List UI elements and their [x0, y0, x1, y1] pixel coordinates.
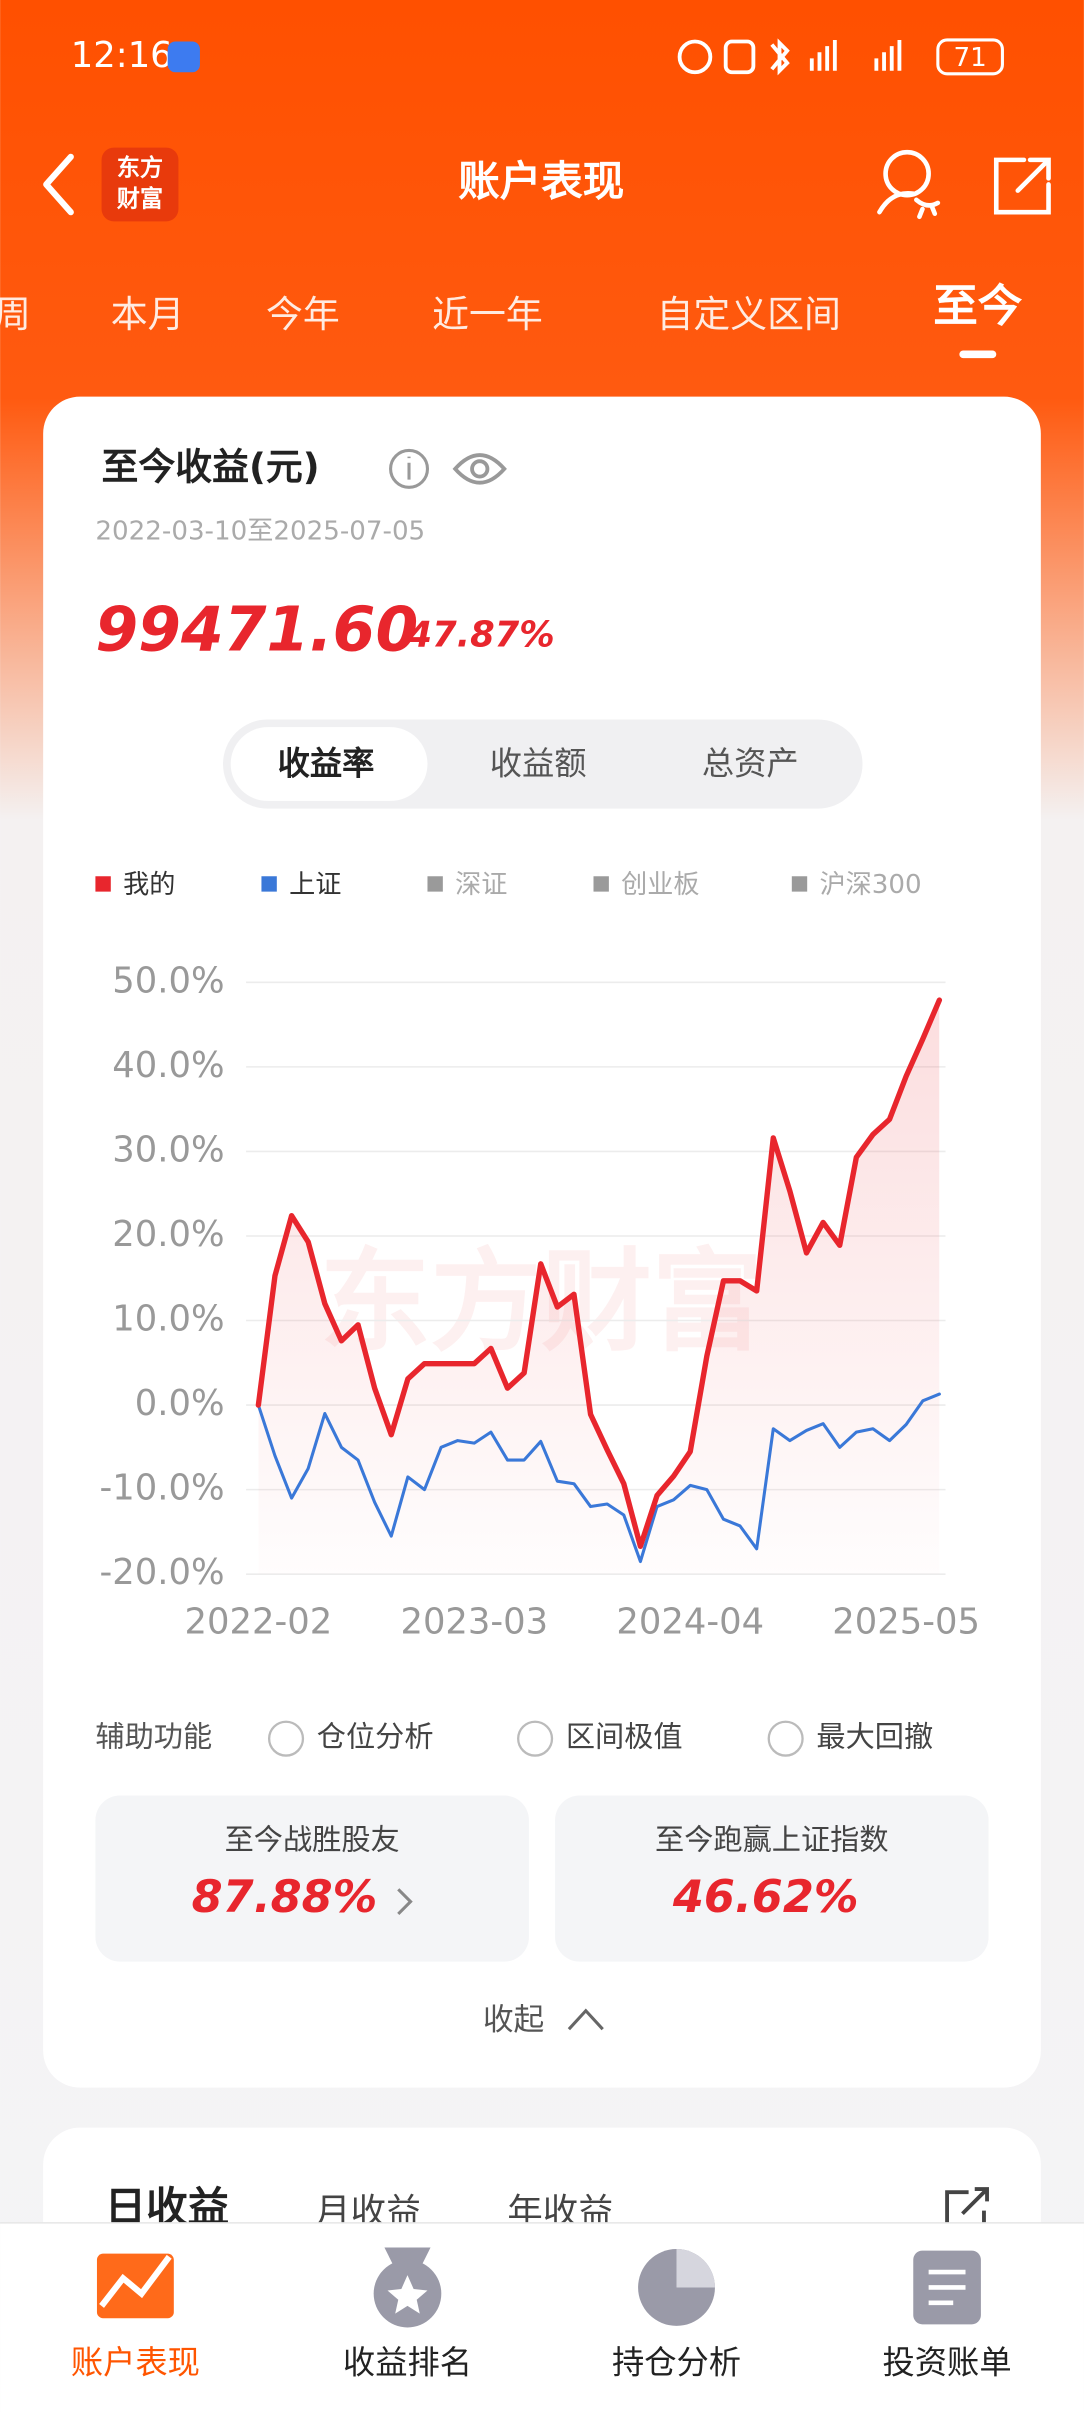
page-title: 账户表现 [458, 156, 624, 205]
privacy-button[interactable] [877, 149, 941, 220]
profit-amount: 99471.60 [95, 593, 418, 665]
x-tick-label: 2022-02 [185, 1601, 333, 1642]
y-tick-label: 50.0% [112, 960, 224, 1001]
legend-swatch [95, 876, 111, 892]
status-time: 12:16 [71, 35, 173, 76]
y-tick-label: 30.0% [112, 1129, 224, 1170]
period-tab[interactable]: 周 [0, 293, 31, 336]
logo-text: 财富 [117, 185, 163, 212]
series-line [256, 1392, 941, 1564]
segment[interactable]: 收益额 [490, 745, 587, 783]
period-tab[interactable]: 今年 [266, 293, 340, 336]
x-tick-label: 2024-04 [616, 1601, 764, 1642]
collapse-button[interactable]: 收起 [483, 2002, 544, 2038]
segment[interactable]: 总资产 [702, 745, 799, 783]
period-tab[interactable]: 本月 [111, 293, 185, 336]
logo [101, 147, 179, 222]
period-tab[interactable]: 自定义区间 [657, 293, 841, 336]
chevron [397, 1888, 413, 1916]
tool-option[interactable]: 最大回撤 [816, 1720, 933, 1754]
y-tick-label: 10.0% [112, 1299, 224, 1340]
y-tick-label: 20.0% [112, 1214, 224, 1255]
series-line [255, 997, 943, 1549]
x-tick-label: 2025-05 [832, 1601, 980, 1642]
legend-swatch [261, 876, 277, 892]
y-tick-label: -10.0% [100, 1468, 225, 1509]
share-button[interactable] [993, 157, 1051, 215]
nav-label[interactable]: 持仓分析 [612, 2343, 741, 2381]
period-tab[interactable]: 近一年 [432, 293, 543, 336]
status-icons [677, 38, 902, 76]
stat-box [555, 1795, 989, 1962]
radio[interactable] [517, 1720, 554, 1757]
y-tick-label: -20.0% [100, 1552, 225, 1593]
eye-button[interactable] [452, 453, 507, 485]
info-button[interactable] [389, 448, 430, 489]
legend-label[interactable]: 我的 [123, 870, 175, 900]
period-tab[interactable]: 至今 [933, 280, 1023, 332]
nav-icon [638, 2249, 715, 2326]
battery [936, 38, 1004, 76]
legend-label[interactable]: 深证 [455, 870, 507, 900]
stat-value: 46.62% [672, 1871, 859, 1923]
summary-title: 至今收益(元) [102, 445, 320, 488]
nav-label[interactable]: 账户表现 [71, 2343, 200, 2381]
logo-text: 东方 [117, 155, 163, 182]
tools-label: 辅助功能 [95, 1720, 212, 1754]
tool-option[interactable]: 区间极值 [566, 1720, 683, 1754]
bottom-nav [0, 2222, 1084, 2412]
card [43, 396, 1041, 2088]
status-app-icon [167, 41, 200, 73]
nav-label[interactable]: 投资账单 [883, 2343, 1012, 2381]
profit-rate: 47.87% [406, 614, 554, 655]
nav-icon [96, 2253, 174, 2319]
legend-label[interactable]: 上证 [289, 870, 341, 900]
stat-label: 至今跑赢上证指数 [655, 1823, 888, 1857]
x-tick-label: 2023-03 [400, 1601, 548, 1642]
segment[interactable]: 收益率 [278, 745, 375, 783]
tool-option[interactable]: 仓位分析 [317, 1720, 434, 1754]
nav-icon [373, 2247, 442, 2328]
y-tick-label: 40.0% [112, 1045, 224, 1086]
nav-icon [913, 2250, 981, 2325]
legend-label[interactable]: 沪深300 [819, 870, 921, 900]
stat-label: 至今战胜股友 [225, 1823, 400, 1857]
date-range: 2022-03-10至2025-07-05 [95, 516, 425, 546]
legend-swatch [427, 876, 443, 892]
stat-box[interactable] [95, 1795, 529, 1962]
battery-level: 71 [954, 43, 987, 73]
radio[interactable] [267, 1720, 305, 1757]
nav-label[interactable]: 收益排名 [343, 2343, 472, 2381]
chevron-up [567, 2008, 604, 2031]
segment-active [230, 727, 428, 801]
radio[interactable] [767, 1720, 804, 1757]
legend-label[interactable]: 创业板 [621, 870, 699, 900]
stat-value: 87.88% [192, 1871, 378, 1923]
legend-swatch [791, 876, 808, 892]
y-tick-label: 0.0% [135, 1383, 225, 1424]
back-button[interactable] [43, 153, 74, 216]
tab-indicator [959, 350, 997, 359]
legend-swatch [593, 876, 609, 892]
